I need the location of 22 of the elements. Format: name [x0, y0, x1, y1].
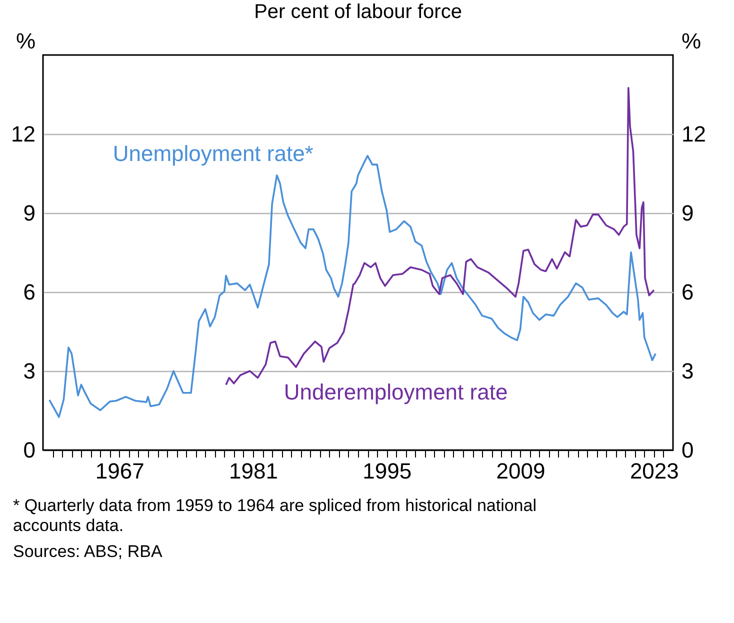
- y-tick-label: 0: [23, 438, 36, 462]
- x-tick-label: 1967: [95, 458, 144, 484]
- y2-tick-label: 0: [682, 438, 694, 462]
- y2-axis-title: %: [682, 28, 702, 54]
- y2-tick-label: 12: [682, 122, 706, 146]
- x-tick-label: 2023: [630, 458, 679, 484]
- x-tick-label: 1981: [229, 458, 278, 484]
- y-tick-label: 6: [23, 280, 36, 304]
- y-tick-label: 3: [23, 358, 36, 384]
- x-tick-label: 1995: [362, 458, 412, 484]
- source-note: Sources: ABS; RBA: [13, 542, 163, 561]
- y-axis-title: %: [16, 28, 36, 54]
- chart-title: Per cent of labour force: [254, 1, 462, 23]
- series-label: Unemployment rate*: [112, 140, 314, 166]
- x-tick-label: 2009: [496, 458, 546, 484]
- y-tick-label: 12: [11, 122, 36, 146]
- y2-tick-label: 9: [682, 200, 694, 226]
- y-tick-label: 9: [23, 200, 36, 226]
- y2-tick-label: 3: [682, 358, 694, 384]
- series-label: Underemployment rate: [284, 380, 508, 405]
- y2-tick-label: 6: [682, 280, 694, 304]
- text: * Quarterly data from 1959 to 1964 are spliced from historical national accounts data.: [13, 496, 536, 535]
